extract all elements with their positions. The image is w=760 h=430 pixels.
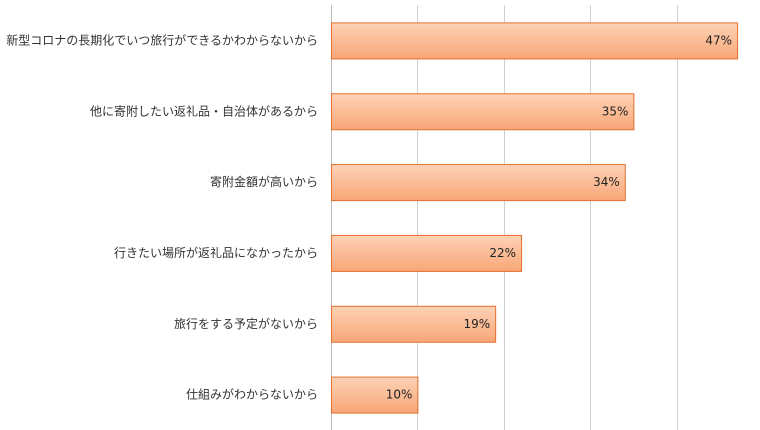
- value-label: 10%: [386, 388, 413, 402]
- category-label: 寄附金額が高いから: [210, 174, 318, 189]
- value-label: 19%: [463, 317, 490, 331]
- category-labels: 新型コロナの長期化でいつ旅行ができるかわからないから他に寄附したい返礼品・自治体…: [6, 32, 318, 401]
- value-label: 47%: [705, 33, 732, 47]
- category-label: 新型コロナの長期化でいつ旅行ができるかわからないから: [6, 32, 318, 47]
- bar: [331, 376, 419, 414]
- category-label: 仕組みがわからないから: [186, 387, 318, 402]
- value-labels: 47% 35% 34% 22% 19% 10%: [386, 33, 732, 401]
- gridlines: [331, 5, 678, 430]
- bar: [331, 93, 635, 131]
- value-label: 35%: [602, 104, 629, 118]
- bar: [331, 234, 523, 272]
- category-label: 旅行をする予定がないから: [174, 316, 318, 331]
- bar: [331, 305, 497, 343]
- category-label: 行きたい場所が返礼品になかったから: [114, 245, 318, 260]
- bars: [331, 22, 739, 414]
- category-label: 他に寄附したい返礼品・自治体があるから: [90, 103, 318, 118]
- bar: [331, 22, 739, 60]
- value-label: 22%: [489, 246, 516, 260]
- value-label: 34%: [593, 175, 620, 189]
- bar: [331, 164, 626, 202]
